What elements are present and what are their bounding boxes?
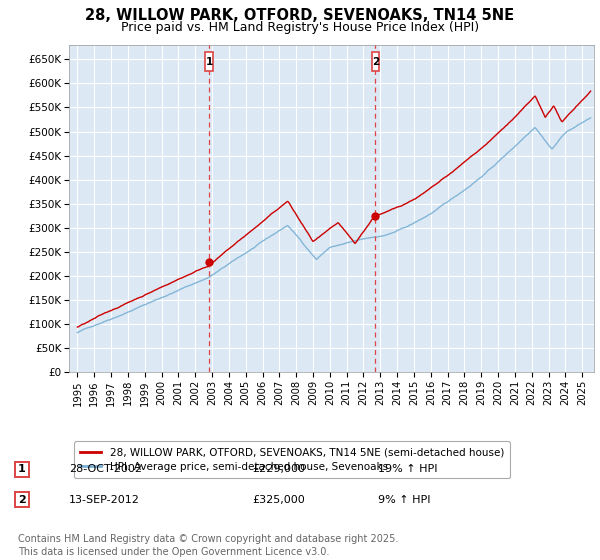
Text: 1: 1 (18, 464, 26, 474)
Text: £325,000: £325,000 (252, 494, 305, 505)
Text: 19% ↑ HPI: 19% ↑ HPI (378, 464, 437, 474)
Text: 13-SEP-2012: 13-SEP-2012 (69, 494, 140, 505)
Text: 28-OCT-2002: 28-OCT-2002 (69, 464, 142, 474)
Text: 2: 2 (18, 494, 26, 505)
Legend: 28, WILLOW PARK, OTFORD, SEVENOAKS, TN14 5NE (semi-detached house), HPI: Average: 28, WILLOW PARK, OTFORD, SEVENOAKS, TN14… (74, 441, 510, 478)
FancyBboxPatch shape (205, 52, 213, 71)
Text: 28, WILLOW PARK, OTFORD, SEVENOAKS, TN14 5NE: 28, WILLOW PARK, OTFORD, SEVENOAKS, TN14… (85, 8, 515, 24)
Text: £229,000: £229,000 (252, 464, 305, 474)
Text: Contains HM Land Registry data © Crown copyright and database right 2025.
This d: Contains HM Land Registry data © Crown c… (18, 534, 398, 557)
Text: 2: 2 (372, 57, 379, 67)
Text: Price paid vs. HM Land Registry's House Price Index (HPI): Price paid vs. HM Land Registry's House … (121, 21, 479, 34)
Text: 9% ↑ HPI: 9% ↑ HPI (378, 494, 431, 505)
FancyBboxPatch shape (371, 52, 379, 71)
Text: 1: 1 (205, 57, 212, 67)
